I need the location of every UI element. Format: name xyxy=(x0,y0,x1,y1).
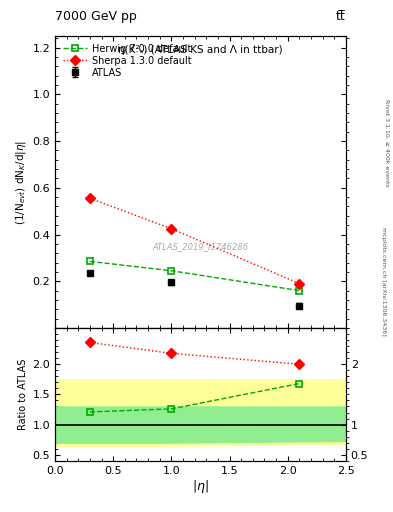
Y-axis label: (1/N$_{evt}$) dN$_K$/d|$\eta$|: (1/N$_{evt}$) dN$_K$/d|$\eta$| xyxy=(14,139,28,225)
Text: 7000 GeV pp: 7000 GeV pp xyxy=(55,10,137,23)
Herwig 7.0.0 default xyxy=(169,268,174,274)
Y-axis label: Ratio to ATLAS: Ratio to ATLAS xyxy=(18,359,28,430)
Sherpa 1.3.0 default xyxy=(297,281,302,287)
Herwig 7.0.0 default xyxy=(297,288,302,294)
Text: tt̅: tt̅ xyxy=(336,10,346,23)
Text: η(K²ₛ) (ATLAS KS and Λ in ttbar): η(K²ₛ) (ATLAS KS and Λ in ttbar) xyxy=(118,45,283,55)
Sherpa 1.3.0 default xyxy=(169,226,174,232)
Legend: Herwig 7.0.0 default, Sherpa 1.3.0 default, ATLAS: Herwig 7.0.0 default, Sherpa 1.3.0 defau… xyxy=(60,40,195,80)
Line: Sherpa 1.3.0 default: Sherpa 1.3.0 default xyxy=(86,195,303,287)
Text: ATLAS_2019_I1746286: ATLAS_2019_I1746286 xyxy=(152,242,248,251)
Herwig 7.0.0 default xyxy=(88,259,92,265)
Line: Herwig 7.0.0 default: Herwig 7.0.0 default xyxy=(86,258,303,294)
X-axis label: |$\eta$|: |$\eta$| xyxy=(192,478,209,496)
Sherpa 1.3.0 default xyxy=(88,195,92,201)
Text: mcplots.cern.ch [arXiv:1306.3436]: mcplots.cern.ch [arXiv:1306.3436] xyxy=(381,227,386,336)
Text: Rivet 3.1.10, ≥ 400k events: Rivet 3.1.10, ≥ 400k events xyxy=(385,99,389,187)
